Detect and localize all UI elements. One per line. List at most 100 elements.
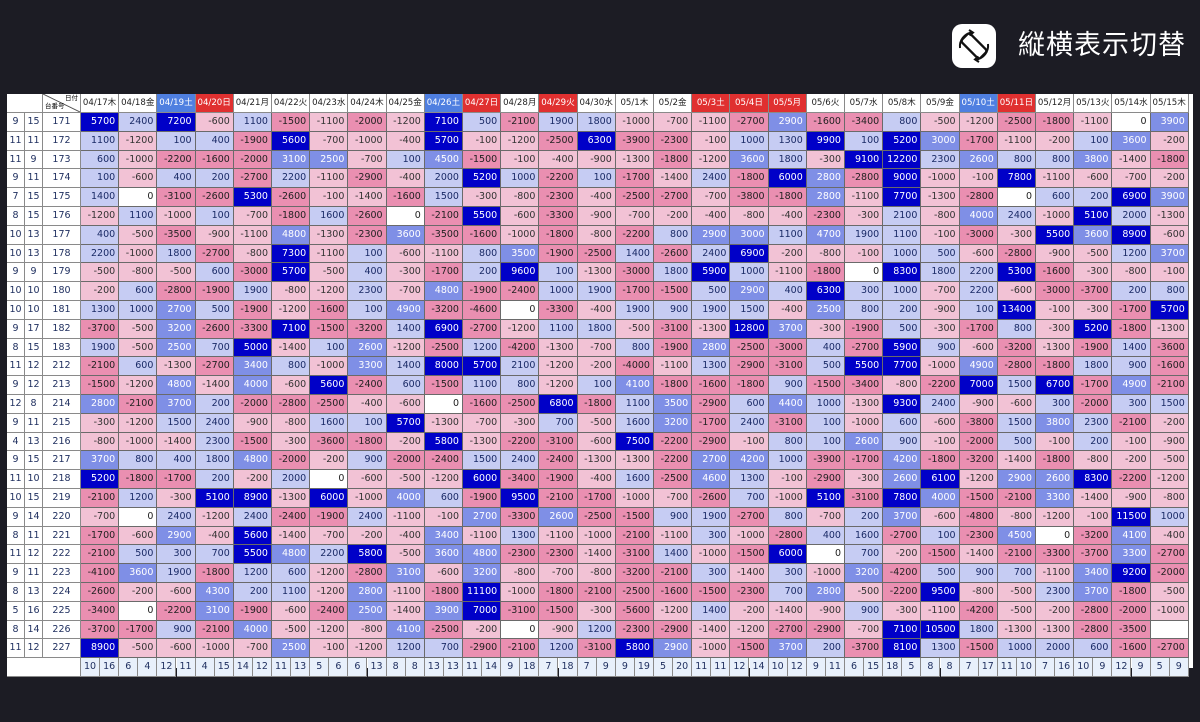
data-cell: 2000 [272,470,311,489]
data-cell: 2900 [157,526,196,546]
data-cell: 2400 [692,244,731,264]
data-cell: -2200 [883,583,922,602]
data-cell: -700 [386,282,425,301]
data-cell: -600 [959,338,998,358]
data-cell: 6800 [539,395,578,414]
date-header: 04/25金 [386,94,425,113]
data-cell: 3900 [1150,113,1189,132]
date-header: 05/7水 [845,94,884,113]
data-cell: 7300 [272,244,311,264]
data-cell: 3700 [883,507,922,527]
data-cell: -2200 [539,169,578,189]
data-cell: -1200 [654,601,693,621]
data-cell [1150,620,1189,640]
data-cell: -1300 [1150,319,1189,339]
data-cell: 800 [615,338,654,358]
data-cell: 300 [692,526,731,546]
row-count-b: 15 [25,338,43,358]
data-cell: -400 [386,169,425,189]
data-cell: -2500 [997,113,1036,132]
data-cell: 700 [195,338,234,358]
row-count-b: 10 [25,282,43,301]
data-cell: 2400 [119,113,158,132]
data-cell: 600 [272,564,311,583]
rotate-screen-button[interactable] [952,24,996,68]
data-cell: -2600 [348,207,387,226]
data-cell: -600 [959,244,998,264]
data-cell: -900 [195,225,234,245]
data-cell: -2100 [997,489,1036,508]
data-cell: 3700 [157,395,196,414]
footer-count-b: 9 [1169,658,1189,677]
data-cell: 1100 [81,131,120,151]
data-cell: 1000 [883,244,922,264]
data-cell: 3200 [845,564,884,583]
data-cell: 300 [157,545,196,565]
data-cell: -2100 [539,489,578,508]
data-cell: 1600 [615,470,654,489]
data-cell: 2500 [806,301,845,320]
data-cell: 2400 [730,413,769,433]
footer-count-a: 7 [577,658,597,677]
data-cell: 400 [157,451,196,471]
footer-count-b: 20 [673,658,693,677]
data-cell: 1800 [654,263,693,283]
data-cell: 1800 [959,620,998,640]
data-cell: -600 [272,601,311,621]
data-cell: -1800 [1150,150,1189,170]
data-cell: -2100 [1150,376,1189,395]
data-cell: 100 [577,169,616,189]
data-cell: 2600 [845,432,884,452]
data-cell: -1600 [1036,263,1075,283]
data-cell: -800 [1150,489,1189,508]
data-cell: 2400 [501,451,540,471]
data-cell: 1500 [463,451,502,471]
data-cell: -3800 [730,188,769,207]
data-cell: -1300 [577,263,616,283]
data-cell: 4600 [692,470,731,489]
data-cell: 4300 [195,583,234,602]
data-cell: -100 [501,150,540,170]
data-cell: -1800 [195,564,234,583]
data-cell: 1200 [386,639,425,659]
toggle-orientation-label[interactable]: 縦横表示切替 [1018,30,1186,61]
data-cell: 1400 [81,188,120,207]
footer-count-a: 11 [692,658,712,677]
data-cell: 0 [424,395,463,414]
data-cell: -1100 [997,131,1036,151]
data-cell: -1200 [119,376,158,395]
data-cell: -500 [81,263,120,283]
data-cell: 600 [81,150,120,170]
data-cell: -1800 [1036,113,1075,132]
data-cell: -3800 [959,413,998,433]
data-cell: 900 [157,620,196,640]
data-cell: -1600 [1150,357,1189,377]
data-cell: 6300 [577,131,616,151]
row-count-a: 11 [7,131,25,151]
data-cell: -1700 [1112,301,1151,320]
data-cell: 300 [1112,395,1151,414]
data-cell: -700 [692,188,731,207]
data-cell: -1400 [1112,150,1151,170]
data-cell: -4800 [959,507,998,527]
data-cell: 800 [768,507,807,527]
data-cell: -1000 [768,489,807,508]
data-cell: -1800 [348,432,387,452]
data-cell: -1400 [1074,489,1113,508]
data-cell: 2400 [157,507,196,527]
data-cell: -100 [1150,263,1189,283]
data-cell: -700 [539,564,578,583]
data-cell: -200 [1036,601,1075,621]
data-cell: 5200 [463,169,502,189]
data-cell: -1400 [157,432,196,452]
data-cell: 1400 [1112,338,1151,358]
data-cell: -100 [768,470,807,489]
data-cell: -2700 [730,113,769,132]
data-cell: -1800 [921,451,960,471]
data-cell: 1100 [463,376,502,395]
data-cell: -1200 [1036,507,1075,527]
footer-count-a: 11 [997,658,1017,677]
footer-count-b: 16 [1055,658,1075,677]
row-count-a: 9 [7,451,25,471]
data-cell: 1800 [1074,357,1113,377]
